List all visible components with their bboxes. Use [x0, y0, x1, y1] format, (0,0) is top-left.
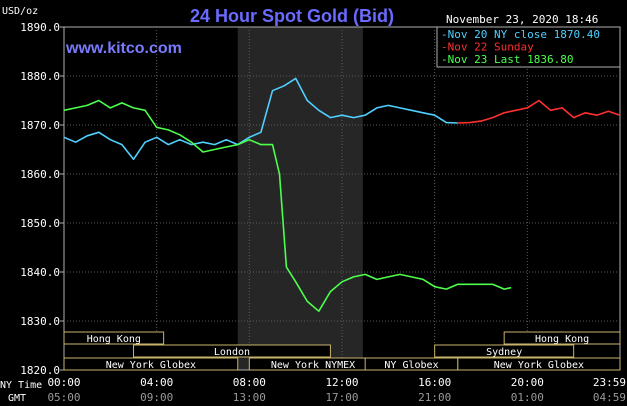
chart-title: 24 Hour Spot Gold (Bid): [190, 6, 394, 26]
session-label: Sydney: [486, 347, 522, 358]
x-tick-label-ny: 20:00: [511, 376, 544, 389]
x-tick-label-gmt: 21:00: [418, 391, 451, 404]
y-tick-label: 1890.0: [20, 21, 60, 34]
x-tick-label-gmt: 17:00: [325, 391, 358, 404]
legend-entry: -Nov 22 Sunday: [441, 41, 534, 54]
session-box: [133, 344, 331, 358]
market-sessions-layer: Hong Kong London New York Globex New York N…: [63, 331, 621, 371]
session-label: Hong Kong: [87, 334, 141, 345]
x-tick-label-ny: 12:00: [325, 376, 358, 389]
y-tick-label: 1850.0: [20, 217, 60, 230]
x-tick-label-gmt: 05:00: [47, 391, 80, 404]
source-watermark: www.kitco.com: [65, 40, 182, 57]
y-tick-label: 1840.0: [20, 266, 60, 279]
session-box: [503, 331, 621, 345]
y-tick-label: 1860.0: [20, 168, 60, 181]
chart-timestamp: November 23, 2020 18:46: [446, 13, 598, 26]
session-label: New York Globex: [106, 360, 196, 371]
y-tick-label: 1870.0: [20, 119, 60, 132]
series-layer: [63, 77, 621, 313]
x-tick-label-gmt: 04:59: [593, 391, 626, 404]
x-tick-label-ny: 16:00: [418, 376, 451, 389]
legend: -Nov 20 NY close 1870.40-Nov 22 Sunday-N…: [436, 26, 621, 68]
legend-entry: -Nov 23 Last 1836.80: [441, 53, 573, 66]
shaded-session-layer: [237, 27, 363, 370]
legend-box: [436, 26, 621, 68]
x-tick-label-ny: 23:59: [593, 376, 626, 389]
unit-label: USD/oz: [2, 6, 38, 17]
shaded-region: [237, 27, 363, 370]
session-label: Hong Kong: [535, 334, 589, 345]
x-tick-label-gmt: 13:00: [233, 391, 266, 404]
series-line: [63, 99, 512, 313]
session-box: [434, 344, 575, 358]
series-line: [63, 77, 458, 161]
y-tick-label: 1830.0: [20, 315, 60, 328]
series-line: [457, 99, 621, 124]
ny-time-label: NY Time: [0, 380, 42, 391]
session-label: London: [214, 347, 250, 358]
x-tick-label-gmt: 01:00: [511, 391, 544, 404]
axis-layer: 1890.0 1880.0 1870.0 1860.0 1850.0 1840.0 1830…: [20, 21, 626, 404]
y-tick-label: 1820.0: [20, 364, 60, 377]
x-tick-label-ny: 08:00: [233, 376, 266, 389]
y-tick-label: 1880.0: [20, 70, 60, 83]
session-box: [63, 357, 239, 371]
session-box: [63, 331, 165, 345]
session-box: [457, 357, 621, 371]
session-label: New York NYMEX: [271, 360, 355, 371]
x-tick-label-gmt: 09:00: [140, 391, 173, 404]
x-tick-label-ny: 00:00: [47, 376, 80, 389]
x-tick-label-ny: 04:00: [140, 376, 173, 389]
session-label: New York Globex: [494, 360, 584, 371]
gmt-label: GMT: [8, 393, 26, 404]
legend-entry: -Nov 20 NY close 1870.40: [441, 28, 600, 41]
session-label: NY Globex: [384, 360, 438, 371]
